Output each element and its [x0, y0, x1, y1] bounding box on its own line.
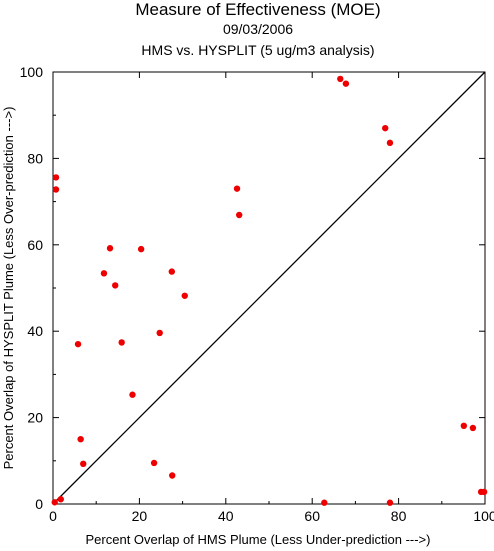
- data-point: [137, 245, 145, 253]
- data-points: [51, 75, 488, 506]
- data-point: [150, 459, 158, 467]
- x-tick-label: 80: [391, 508, 407, 524]
- data-point: [51, 499, 58, 506]
- data-point: [168, 268, 175, 275]
- x-tick-label: 0: [49, 508, 57, 524]
- data-point: [181, 292, 188, 299]
- data-point: [321, 499, 328, 506]
- x-tick-label: 20: [132, 508, 148, 524]
- reference-diagonal-line: [52, 71, 486, 505]
- y-tick-label: 40: [27, 323, 43, 339]
- data-point: [57, 496, 64, 503]
- data-point: [337, 75, 344, 83]
- data-point: [386, 139, 394, 147]
- chart-date: 09/03/2006: [223, 21, 293, 37]
- data-point: [382, 124, 389, 132]
- data-point: [100, 270, 108, 277]
- y-tick-label: 20: [27, 410, 43, 426]
- data-point: [469, 424, 477, 432]
- data-point: [129, 391, 136, 398]
- data-point: [386, 499, 394, 506]
- y-tick-label: 0: [35, 496, 43, 512]
- data-point: [156, 329, 163, 337]
- data-point: [342, 80, 350, 87]
- y-tick-label: 60: [27, 237, 43, 253]
- data-point: [80, 460, 87, 468]
- data-point: [52, 174, 60, 181]
- x-tick-label: 100: [473, 508, 494, 524]
- data-point: [169, 472, 176, 479]
- chart-title: Measure of Effectiveness (MOE): [135, 0, 380, 19]
- data-point: [460, 422, 468, 430]
- y-tick-label: 100: [20, 64, 44, 80]
- data-point: [106, 245, 114, 252]
- chart-subtitle: HMS vs. HYSPLIT (5 ug/m3 analysis): [141, 42, 374, 58]
- y-tick-label: 80: [27, 150, 43, 166]
- data-point: [77, 436, 84, 443]
- x-tick-label: 40: [218, 508, 234, 524]
- x-axis-label: Percent Overlap of HMS Plume (Less Under…: [86, 532, 431, 547]
- data-point: [74, 340, 82, 348]
- data-point: [52, 186, 60, 193]
- data-point: [235, 211, 243, 219]
- data-point: [112, 282, 119, 289]
- y-axis-label: Percent Overlap of HYSPLIT Plume (Less O…: [1, 107, 16, 470]
- axis-ticks: [52, 71, 486, 505]
- x-tick-label: 60: [304, 508, 320, 524]
- data-point: [480, 488, 488, 496]
- axis-tick-labels: 0 20 40 60 80 100 0 20 40 60 80 100: [20, 64, 494, 524]
- data-point: [233, 185, 241, 192]
- data-point: [118, 339, 125, 346]
